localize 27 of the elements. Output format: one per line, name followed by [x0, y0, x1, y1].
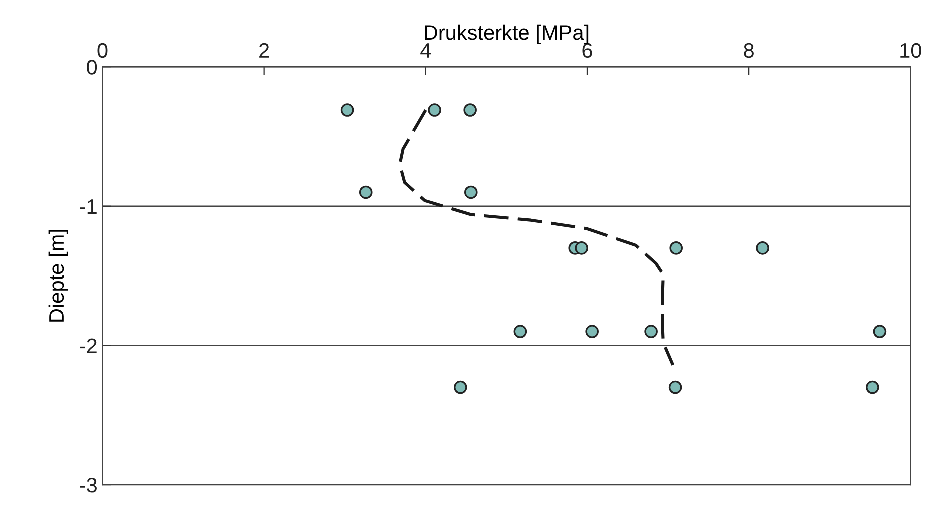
point: [756, 242, 770, 255]
point: [514, 325, 528, 338]
point: [428, 104, 442, 117]
point: [340, 104, 354, 117]
y-tick-label: 0: [87, 60, 98, 75]
point: [668, 380, 682, 394]
y-tick-label: -2: [80, 338, 97, 354]
y-tick-label: -3: [80, 478, 97, 493]
point: [464, 186, 478, 200]
x-tick-label: 0: [98, 43, 108, 58]
point: [644, 325, 658, 338]
x-tick-label: 2: [260, 43, 270, 58]
point: [464, 104, 477, 117]
x-tick-label: 8: [744, 43, 754, 58]
y-tick-label: -1: [80, 200, 97, 214]
point: [670, 242, 683, 255]
x-tick-label: 6: [582, 43, 592, 58]
point: [575, 242, 588, 255]
x-axis-title: Druksterkte [MPa]: [425, 24, 589, 44]
point: [873, 325, 887, 338]
point: [359, 186, 373, 200]
point: [454, 380, 468, 394]
x-tick-label: 10: [900, 43, 922, 58]
point: [586, 325, 599, 338]
x-tick-label: 4: [420, 44, 432, 58]
y-axis-title: Diepte [m]: [48, 230, 68, 322]
point: [866, 380, 880, 394]
